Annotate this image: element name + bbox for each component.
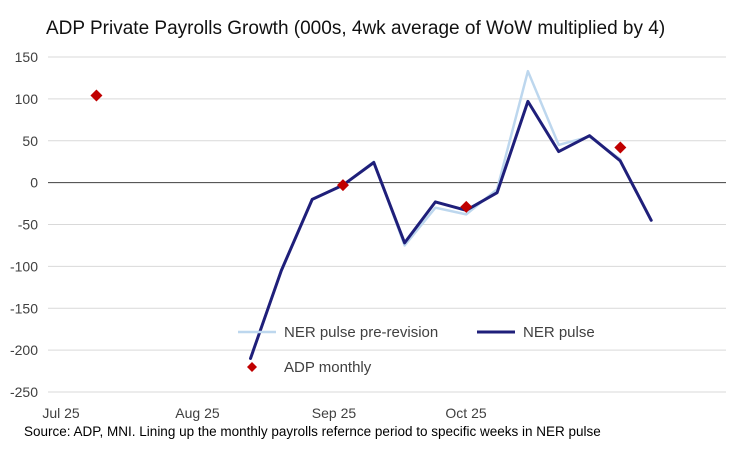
series-lines [249, 69, 653, 360]
y-tick-label: 0 [30, 175, 38, 191]
x-tick-label: Oct 25 [445, 405, 486, 421]
x-tick-label: Aug 25 [175, 405, 220, 421]
y-tick-label: -200 [10, 342, 38, 358]
legend-label: ADP monthly [284, 359, 372, 376]
series-markers [90, 89, 627, 213]
y-tick-label: -250 [10, 384, 38, 400]
y-tick-label: -100 [10, 258, 38, 274]
adp-monthly-point [90, 89, 103, 102]
x-tick-label: Jul 25 [42, 405, 80, 421]
gridlines [48, 56, 726, 393]
series-line-ner-pulse [249, 99, 653, 360]
y-tick-label: 150 [15, 49, 39, 65]
y-tick-label: 50 [22, 133, 38, 149]
y-tick-label: 100 [15, 91, 39, 107]
legend-swatch [247, 362, 257, 372]
chart-title: ADP Private Payrolls Growth (000s, 4wk a… [46, 18, 666, 39]
adp-monthly-point [614, 141, 627, 154]
source-note: Source: ADP, MNI. Lining up the monthly … [24, 424, 601, 439]
y-tick-label: -150 [10, 300, 38, 316]
legend: NER pulse pre-revision NER pulse ADP month… [238, 324, 595, 376]
adp-monthly-point [460, 200, 473, 213]
x-tick-label: Sep 25 [312, 405, 357, 421]
y-tick-label: -50 [18, 217, 38, 233]
legend-label: NER pulse [523, 324, 595, 341]
adp-monthly-point [336, 179, 349, 192]
legend-label: NER pulse pre-revision [284, 324, 438, 341]
